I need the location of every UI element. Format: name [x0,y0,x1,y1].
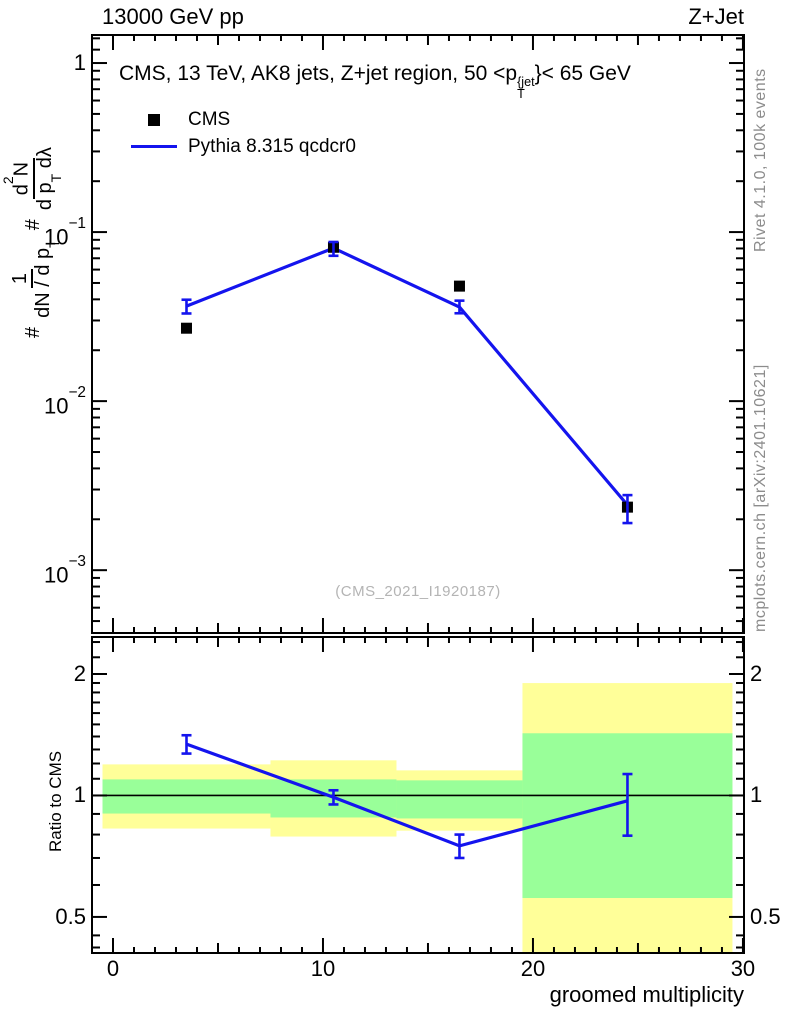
fraction-1-num: 1 [9,269,33,289]
pt-supsub: {jet T [517,76,535,101]
data-square-icon [148,113,160,126]
x-tick-label: 30 [730,956,756,981]
uncertainty-band-green [396,780,523,819]
y-tick-label: 2 [73,660,86,686]
num-text: N [10,161,33,177]
den-text: dλ [33,147,56,174]
ratio-frame [91,636,745,954]
legend: CMS Pythia 8.315 qcdcr0 [128,106,356,160]
hash-glyph: # [21,326,44,338]
rivet-version-note: Rivet 4.1.0, 100k events [752,68,769,252]
pt-subscript: T [517,87,525,102]
process-label: Z+Jet [688,4,744,29]
fraction-2: d2N d pT dλ [0,145,64,212]
mc-prediction-line [185,742,628,848]
den-text: dN / d p [31,247,54,318]
x-tick-label: 0 [106,956,120,981]
data-point-marker [180,322,192,334]
legend-marker-box [128,145,180,148]
legend-item-pythia: Pythia 8.315 qcdcr0 [128,133,356,160]
den-sub: T [47,173,64,183]
mc-line-icon [131,145,177,148]
y-tick-label: 10−3 [43,553,86,588]
den-text: d p [33,182,56,211]
y-tick-label: 10−1 [43,215,86,250]
num-text: d [10,184,33,196]
pt-superscript: {jet [517,74,535,89]
fraction-2-num: d2N [0,157,35,200]
mcplots-arxiv-note: mcplots.cern.ch [arXiv:2401.10621] [752,364,769,632]
y-tick-label: 1 [73,50,86,76]
fraction-2-den: d pT dλ [33,145,64,212]
x-tick-label: 20 [520,956,546,981]
x-tick-label: 10 [310,956,336,981]
legend-label: Pythia 8.315 qcdcr0 [188,135,356,157]
y-tick-label: 0.5 [55,903,86,929]
mc-prediction-line [185,246,629,507]
y-tick-label: 1 [750,782,763,808]
plot-title: CMS, 13 TeV, AK8 jets, Z+jet region, 50 … [119,58,631,101]
y-tick-label: 1 [73,782,86,808]
y-tick-label: 0.5 [750,903,781,929]
y-tick-label: 10−2 [43,384,86,419]
analysis-id-watermark: (CMS_2021_I1920187) [335,583,501,600]
x-axis-title: groomed multiplicity [549,982,744,1007]
legend-marker-box [128,113,180,126]
data-point-marker [453,280,465,292]
num-sup: 2 [0,176,16,185]
legend-item-cms: CMS [128,106,356,133]
plot-title-post: }< 65 GeV [534,62,631,85]
uncertainty-band-green [102,779,271,814]
y-tick-label: 2 [750,660,763,686]
beam-energy-label: 13000 GeV pp [102,4,244,29]
legend-label: CMS [188,108,231,130]
plot-title-pre: CMS, 13 TeV, AK8 jets, Z+jet region, 50 … [119,62,518,85]
main-frame [91,34,745,634]
